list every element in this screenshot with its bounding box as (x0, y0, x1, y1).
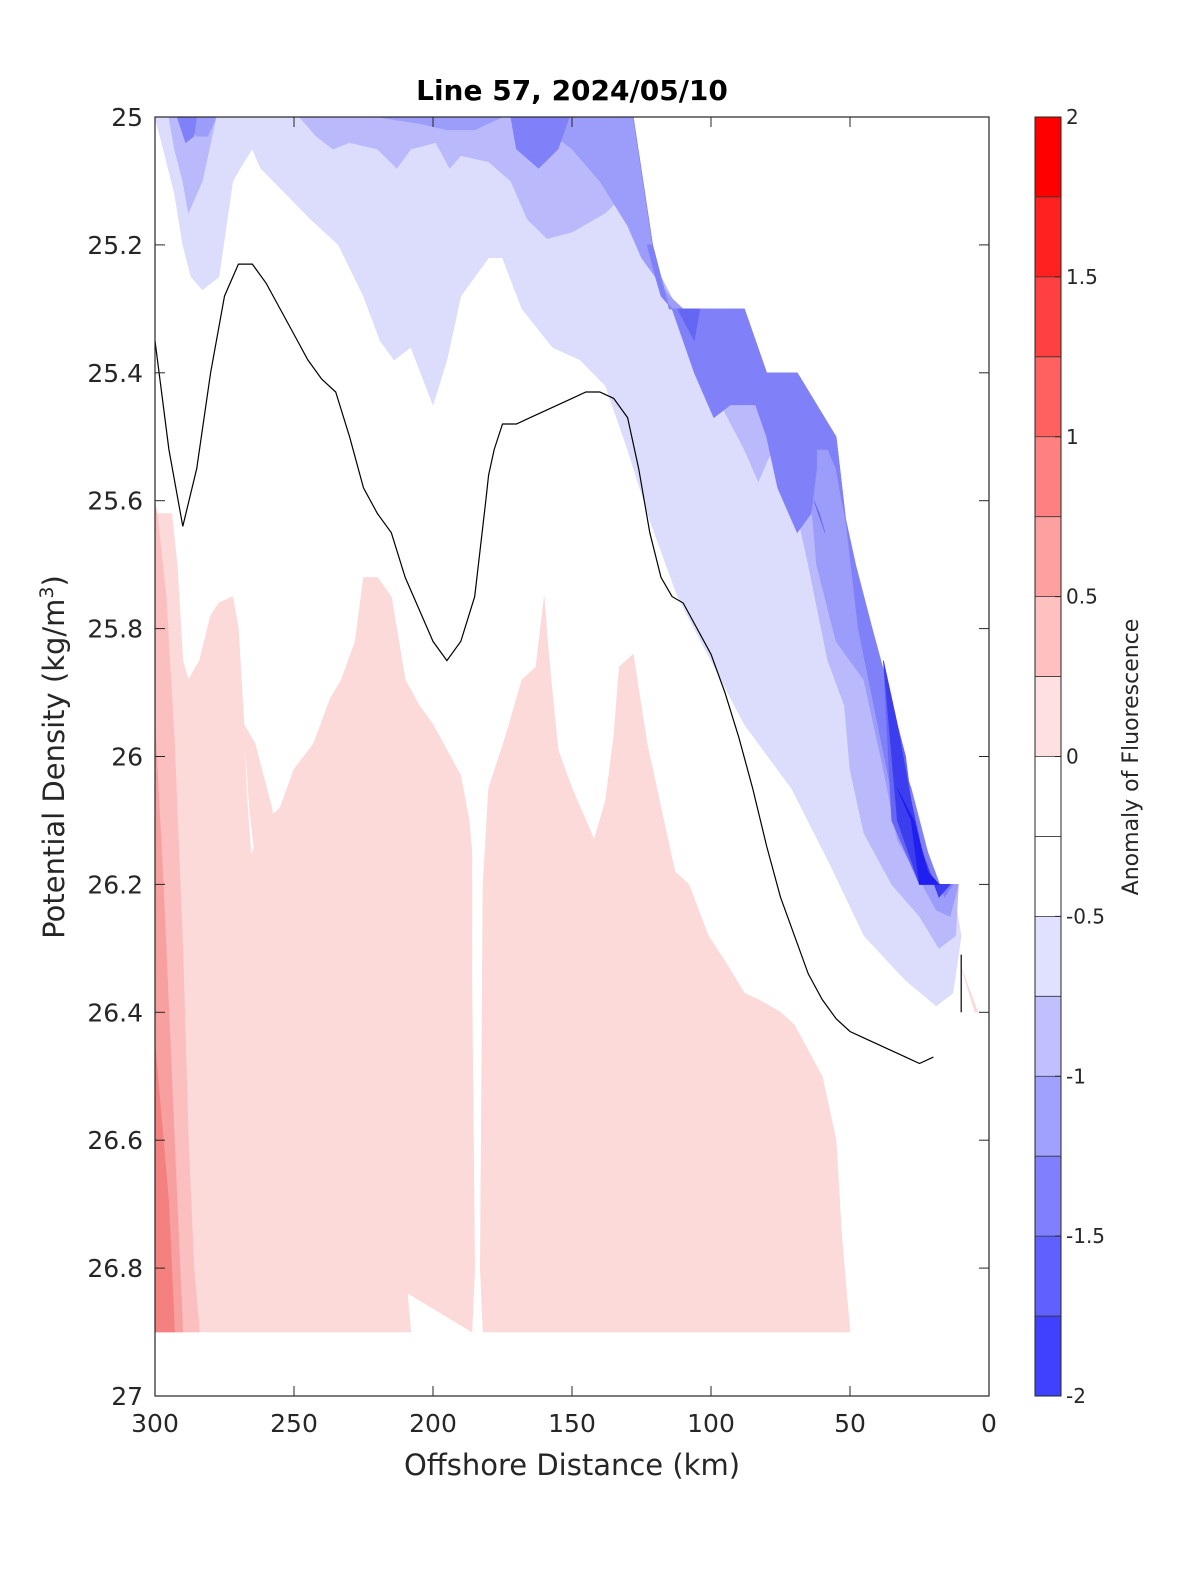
colorbar-band (1035, 196, 1061, 277)
y-axis-label-superscript: 3 (36, 586, 58, 598)
y-axis-label-close: ) (37, 575, 71, 586)
y-tick-label: 25.8 (87, 615, 143, 644)
colorbar-band (1035, 516, 1061, 597)
contour-region-17 (960, 967, 979, 1013)
contour-region-8 (813, 500, 826, 533)
contour-region-10 (897, 788, 940, 885)
x-tick-label: 250 (270, 1409, 318, 1438)
zero-contour-line-0 (154, 263, 934, 1065)
contour-region-12 (154, 577, 476, 1333)
colorbar-tick-label: -1.5 (1066, 1224, 1105, 1248)
x-tick-label: 200 (409, 1409, 457, 1438)
colorbar-band (1035, 916, 1061, 997)
colorbar-band (1035, 596, 1061, 677)
colorbar-band (1035, 276, 1061, 357)
colorbar-band (1035, 436, 1061, 517)
y-tick-label: 25 (111, 103, 143, 132)
x-tick-label: 100 (687, 1409, 735, 1438)
colorbar-tick-label: 2 (1066, 105, 1079, 129)
colorbar-tick-label: 0.5 (1066, 585, 1098, 609)
y-tick-label: 27 (111, 1382, 143, 1411)
x-tick-label: 150 (548, 1409, 596, 1438)
colorbar-band (1035, 356, 1061, 437)
contour-region-13 (479, 596, 851, 1333)
y-tick-label: 26.6 (87, 1126, 143, 1155)
colorbar-band (1035, 1316, 1061, 1396)
x-tick-label: 0 (981, 1409, 997, 1438)
x-axis-label: Offshore Distance (km) (404, 1448, 740, 1482)
colorbar-tick-label: 1 (1066, 425, 1079, 449)
colorbar-tick-label: 1.5 (1066, 265, 1098, 289)
colorbar (1035, 117, 1061, 1396)
colorbar-band (1035, 996, 1061, 1077)
x-tick-label: 300 (131, 1409, 179, 1438)
contour-lines (154, 263, 962, 1065)
y-tick-label: 25.2 (87, 231, 143, 260)
colorbar-tick-label: -1 (1066, 1064, 1086, 1088)
colorbar-band (1035, 1236, 1061, 1316)
colorbar-band (1035, 756, 1061, 837)
colorbar-band (1035, 1076, 1061, 1157)
y-tick-label: 25.6 (87, 487, 143, 516)
y-tick-label: 26.2 (87, 870, 143, 899)
contour-region-7 (677, 308, 701, 342)
colorbar-band (1035, 1156, 1061, 1237)
y-axis-label-main: Potential Density (kg/m (37, 599, 71, 939)
contour-fills (154, 116, 979, 1333)
colorbar-tick-label: -2 (1066, 1384, 1086, 1408)
y-axis-ticks: 25 25.2 25.4 25.6 25.8 26 26.2 26.4 26.6 26.8 27 (87, 103, 989, 1411)
colorbar-band (1035, 676, 1061, 757)
y-tick-label: 26 (111, 743, 143, 772)
colorbar-ticks: 2 1.5 1 0.5 0 -0.5 -1 -1.5 -2 (1055, 105, 1105, 1408)
colorbar-tick-label: -0.5 (1066, 904, 1105, 928)
colorbar-tick-label: 0 (1066, 745, 1079, 769)
x-axis-ticks: 300 250 200 150 100 50 0 (131, 117, 997, 1438)
colorbar-label: Anomaly of Fluorescence (1119, 619, 1144, 896)
y-tick-label: 26.4 (87, 998, 143, 1027)
colorbar-band (1035, 117, 1061, 197)
plot-area (154, 116, 990, 1397)
x-tick-label: 50 (834, 1409, 866, 1438)
colorbar-band (1035, 836, 1061, 917)
y-axis-label: Potential Density (kg/m3) (36, 575, 71, 939)
y-tick-label: 26.8 (87, 1254, 143, 1283)
chart-title: Line 57, 2024/05/10 (416, 74, 728, 107)
y-tick-label: 25.4 (87, 359, 143, 388)
